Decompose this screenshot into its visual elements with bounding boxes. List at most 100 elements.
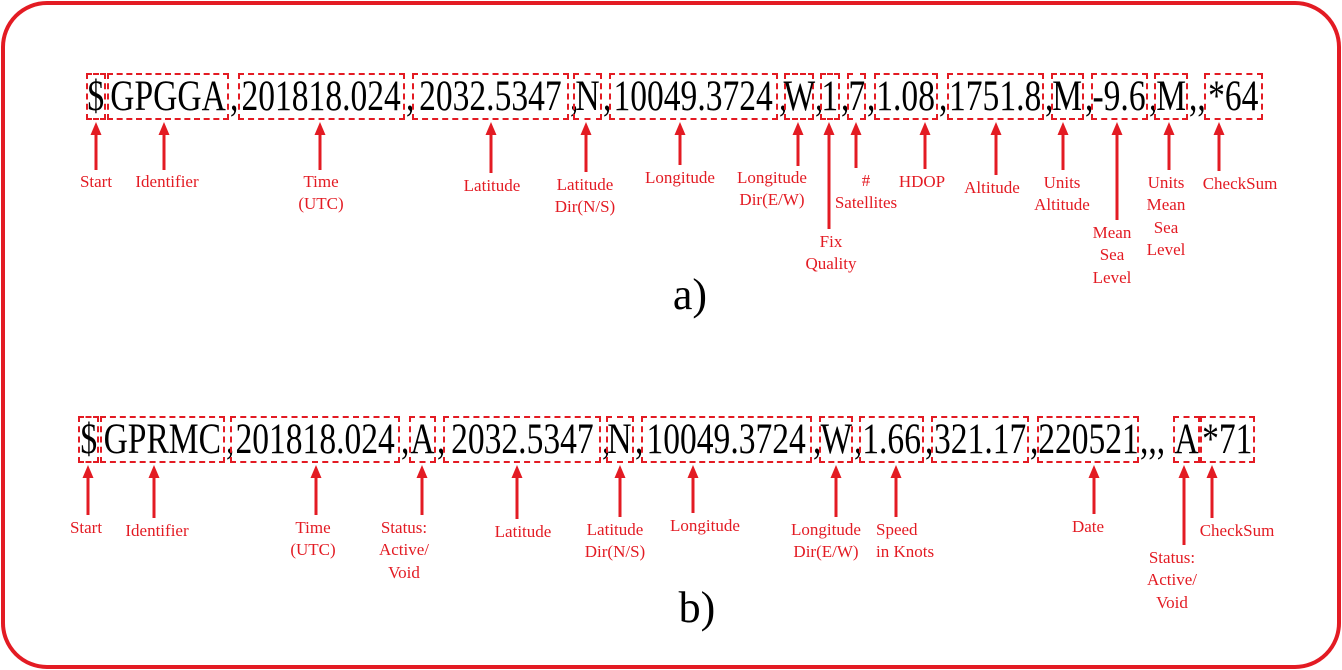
field-box-status: A bbox=[409, 416, 436, 463]
label-checksum: CheckSum bbox=[1202, 173, 1278, 193]
field-separator: , bbox=[1045, 73, 1054, 120]
field-box-longitude-dir: W bbox=[819, 416, 853, 463]
field-value-status-end: A bbox=[1174, 416, 1199, 463]
field-box-checksum: *64 bbox=[1204, 73, 1263, 120]
label-date: Date bbox=[1071, 516, 1105, 536]
field-box-altitude: 1751.8 bbox=[947, 73, 1044, 120]
field-separator: , bbox=[635, 416, 644, 463]
field-box-start: $ bbox=[78, 416, 99, 463]
field-box-identifier: GPGGA bbox=[107, 73, 229, 120]
field-separator: , bbox=[406, 73, 415, 120]
field-separator: , bbox=[925, 416, 934, 463]
field-separator: , bbox=[437, 416, 446, 463]
field-value-checksum: *64 bbox=[1208, 73, 1259, 120]
label-identifier: Identifier bbox=[125, 520, 189, 540]
field-value-time-utc: 201818.024 bbox=[235, 416, 395, 463]
label-speed-knots: Speed in Knots bbox=[876, 519, 935, 562]
field-separator: , bbox=[867, 73, 876, 120]
field-box-latitude-dir: N bbox=[606, 416, 634, 463]
field-separator: , bbox=[854, 416, 863, 463]
field-value-longitude-dir: W bbox=[820, 416, 852, 463]
label-longitude: Longitude bbox=[670, 515, 740, 535]
field-value-units-mean-sea-level: M bbox=[1156, 73, 1186, 120]
field-box-time-utc: 201818.024 bbox=[238, 73, 405, 120]
field-value-date: 220521 bbox=[1037, 416, 1139, 463]
field-box-longitude: 10049.3724 bbox=[641, 416, 812, 463]
field-box-latitude: 2032.5347 bbox=[443, 416, 601, 463]
field-value-mean-sea-level: -9.6 bbox=[1092, 73, 1147, 120]
label-latitude-dir: Latitude Dir(N/S) bbox=[584, 519, 646, 562]
field-value-units-altitude: M bbox=[1052, 73, 1083, 120]
label-mean-sea-level: Mean Sea Level bbox=[1092, 222, 1132, 287]
field-box-longitude-dir: W bbox=[783, 73, 815, 120]
label-units-altitude: Units Altitude bbox=[1034, 172, 1090, 215]
field-separator: , bbox=[779, 73, 788, 120]
field-value-satellites: 7 bbox=[848, 73, 865, 120]
label-longitude-dir: Longitude Dir(E/W) bbox=[791, 519, 861, 562]
label-fix-quality: Fix Quality bbox=[805, 231, 857, 274]
field-value-latitude: 2032.5347 bbox=[419, 73, 562, 120]
label-satellites: # Satellites bbox=[834, 170, 898, 213]
label-status: Status: Active/ Void bbox=[378, 517, 430, 582]
label-longitude: Longitude bbox=[645, 167, 715, 187]
label-time-utc: Time (UTC) bbox=[290, 517, 336, 560]
field-box-unlabeled-value: 321.17 bbox=[931, 416, 1029, 463]
field-box-latitude: 2032.5347 bbox=[412, 73, 569, 120]
field-value-unlabeled-value: 321.17 bbox=[933, 416, 1027, 463]
field-box-start: $ bbox=[86, 73, 106, 120]
field-value-longitude: 10049.3724 bbox=[613, 73, 774, 120]
field-separator: , bbox=[813, 416, 822, 463]
field-box-time-utc: 201818.024 bbox=[230, 416, 400, 463]
label-identifier: Identifier bbox=[135, 171, 199, 191]
field-separator: , bbox=[1149, 73, 1158, 120]
label-hdop: HDOP bbox=[898, 171, 946, 191]
field-separator: , bbox=[815, 73, 824, 120]
field-value-start: $ bbox=[87, 73, 105, 120]
label-longitude-dir: Longitude Dir(E/W) bbox=[737, 167, 807, 210]
caption-b: b) bbox=[678, 583, 716, 632]
field-box-units-altitude: M bbox=[1051, 73, 1084, 120]
field-box-mean-sea-level: -9.6 bbox=[1091, 73, 1148, 120]
field-separator: , bbox=[1085, 73, 1094, 120]
field-value-checksum: *71 bbox=[1202, 416, 1253, 463]
field-box-identifier: GPRMC bbox=[100, 416, 225, 463]
label-units-mean-sea-level: Units Mean Sea Level bbox=[1146, 172, 1186, 260]
field-value-status: A bbox=[410, 416, 435, 463]
field-value-time-utc: 201818.024 bbox=[241, 73, 402, 120]
field-separator: , bbox=[603, 73, 612, 120]
label-latitude: Latitude bbox=[494, 521, 552, 541]
label-start: Start bbox=[69, 517, 103, 537]
field-separator: , bbox=[230, 73, 239, 120]
field-separator: , bbox=[1030, 416, 1039, 463]
field-value-latitude-dir: N bbox=[575, 73, 600, 120]
field-separator: , bbox=[939, 73, 948, 120]
label-time-utc: Time (UTC) bbox=[298, 171, 344, 214]
label-latitude: Latitude bbox=[463, 175, 521, 195]
label-latitude-dir: Latitude Dir(N/S) bbox=[554, 174, 616, 217]
field-value-longitude: 10049.3724 bbox=[646, 416, 807, 463]
field-value-hdop: 1.08 bbox=[876, 73, 936, 120]
label-status-end: Status: Active/ Void bbox=[1146, 547, 1198, 612]
field-value-latitude: 2032.5347 bbox=[450, 416, 594, 463]
field-box-longitude: 10049.3724 bbox=[609, 73, 778, 120]
field-box-checksum: *71 bbox=[1200, 416, 1255, 463]
field-box-satellites: 7 bbox=[847, 73, 866, 120]
field-box-hdop: 1.08 bbox=[874, 73, 938, 120]
label-checksum: CheckSum bbox=[1199, 520, 1275, 540]
field-box-status-end: A bbox=[1173, 416, 1200, 463]
label-start: Start bbox=[79, 171, 113, 191]
field-box-date: 220521 bbox=[1037, 416, 1139, 463]
field-value-fix-quality: 1 bbox=[821, 73, 839, 120]
label-altitude: Altitude bbox=[964, 177, 1020, 197]
field-separator: , bbox=[841, 73, 850, 120]
field-value-longitude-dir: W bbox=[783, 73, 815, 120]
field-value-altitude: 1751.8 bbox=[949, 73, 1042, 120]
field-box-latitude-dir: N bbox=[573, 73, 602, 120]
field-box-fix-quality: 1 bbox=[820, 73, 840, 120]
field-separator: ,,, bbox=[1140, 416, 1166, 463]
field-separator: ,, bbox=[1189, 73, 1206, 120]
field-value-start: $ bbox=[80, 416, 97, 463]
field-box-speed-knots: 1.66 bbox=[859, 416, 924, 463]
